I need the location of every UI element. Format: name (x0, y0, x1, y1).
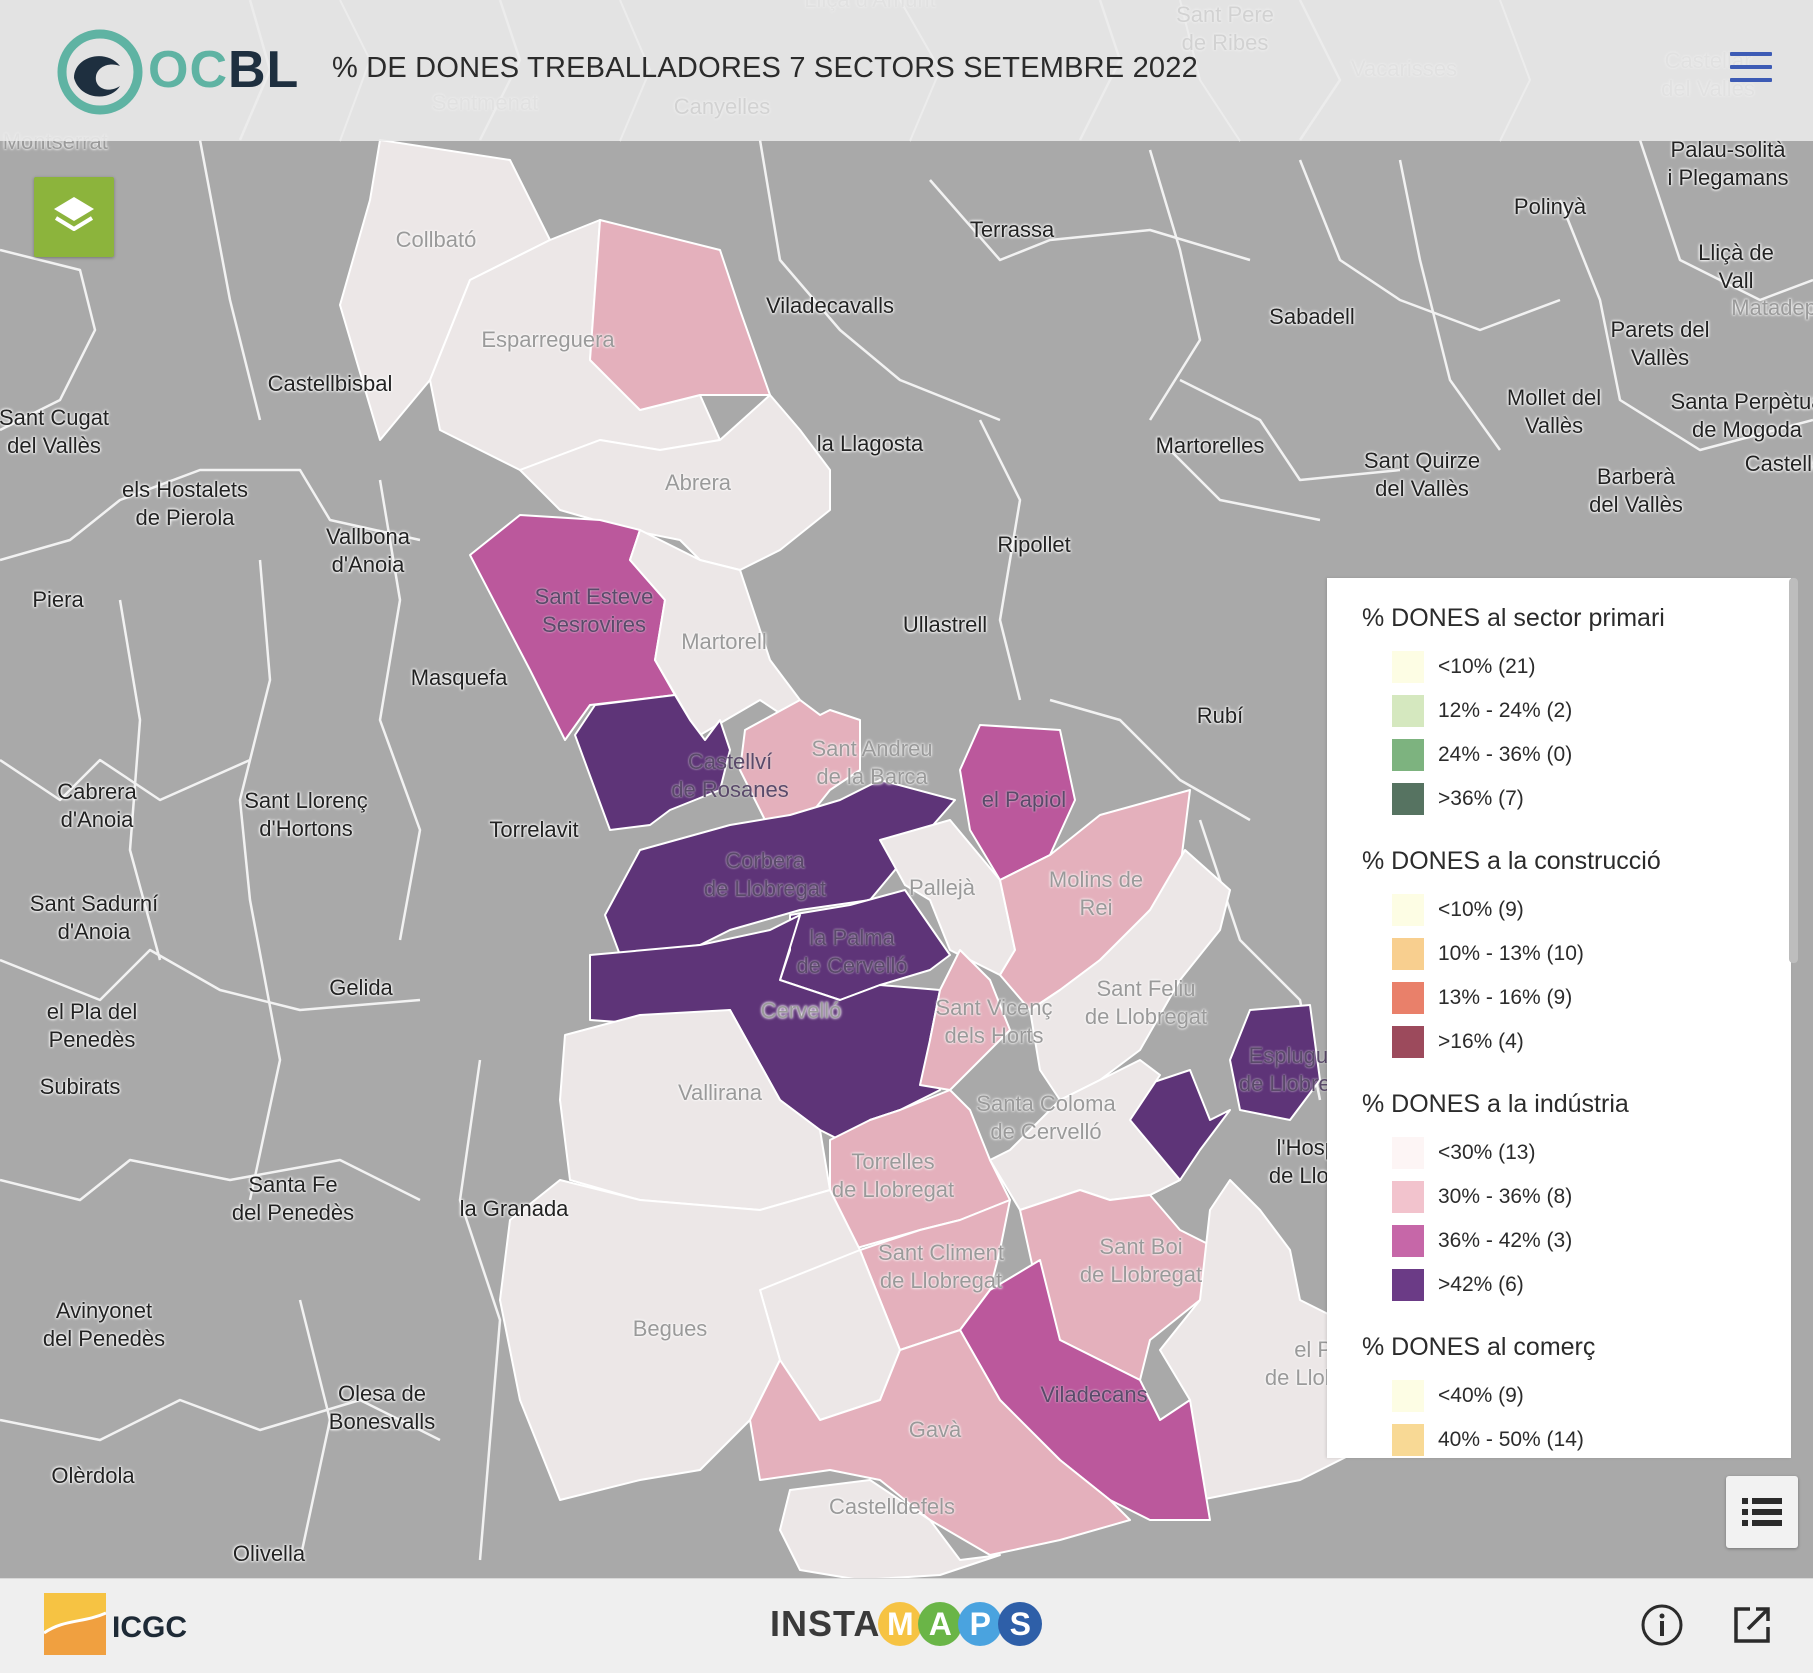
legend-swatch (1392, 783, 1424, 815)
legend-group: % DONES al sector primari <10% (21) 12% - … (1327, 604, 1791, 821)
legend-item: <10% (21) (1362, 645, 1791, 689)
legend-item: >16% (4) (1362, 1020, 1791, 1064)
layers-icon (54, 197, 94, 231)
legend-item-label: >36% (7) (1438, 787, 1524, 810)
legend-swatch (1392, 1026, 1424, 1058)
instamaps-logo: INSTA M A P S (770, 1599, 1043, 1649)
legend-scrollbar[interactable] (1789, 578, 1798, 963)
legend-swatch (1392, 894, 1424, 926)
logo-text-oc: OC (148, 41, 228, 99)
legend-item: 24% - 36% (0) (1362, 733, 1791, 777)
list-icon (1742, 1498, 1782, 1526)
legend-item: 30% - 36% (8) (1362, 1175, 1791, 1219)
layers-button[interactable] (34, 177, 114, 257)
menu-hamburger-icon[interactable] (1730, 52, 1772, 86)
icgc-text: ICGC (112, 1611, 187, 1644)
instamaps-word: INSTA (770, 1603, 881, 1644)
legend-swatch (1392, 1181, 1424, 1213)
legend-item-label: >16% (4) (1438, 1030, 1524, 1053)
legend-panel[interactable]: % DONES al sector primari <10% (21) 12% - … (1327, 578, 1791, 1458)
legend-item-label: 10% - 13% (10) (1438, 942, 1584, 965)
legend-item-label: 13% - 16% (9) (1438, 986, 1573, 1009)
legend-item: 36% - 42% (3) (1362, 1219, 1791, 1263)
legend-item: 12% - 24% (2) (1362, 689, 1791, 733)
legend-group-title: % DONES al sector primari (1362, 604, 1665, 632)
icgc-logo-icon (44, 1593, 106, 1655)
legend-item: 13% - 16% (9) (1362, 976, 1791, 1020)
legend-item-label: <10% (9) (1438, 898, 1524, 921)
legend-swatch (1392, 1380, 1424, 1412)
legend-item-label: >42% (6) (1438, 1273, 1524, 1296)
legend-swatch (1392, 695, 1424, 727)
legend-item: >42% (6) (1362, 1263, 1791, 1307)
info-icon[interactable] (1640, 1603, 1684, 1647)
legend-item-label: 24% - 36% (0) (1438, 743, 1573, 766)
legend-item-label: 30% - 36% (8) (1438, 1185, 1573, 1208)
instamaps-letter-p: P (958, 1602, 1003, 1646)
legend-item: <10% (9) (1362, 888, 1791, 932)
instamaps-letter-s: S (998, 1602, 1043, 1646)
legend-item-label: <40% (9) (1438, 1384, 1524, 1407)
legend-swatch (1392, 739, 1424, 771)
app-footer: ICGC INSTA M A P S (0, 1578, 1813, 1673)
legend-item: <30% (13) (1362, 1131, 1791, 1175)
legend-group: % DONES al comerç <40% (9) 40% - 50% (14) (1327, 1333, 1791, 1458)
legend-swatch (1392, 1225, 1424, 1257)
legend-item: 40% - 50% (14) (1362, 1418, 1791, 1458)
legend-group: % DONES a la indústria <30% (13) 30% - 36%… (1327, 1090, 1791, 1307)
legend-item-label: 40% - 50% (14) (1438, 1428, 1584, 1451)
legend-group-title: % DONES al comerç (1362, 1333, 1596, 1361)
legend-toggle-button[interactable] (1726, 1476, 1798, 1548)
logo-text: OCBL (148, 40, 299, 100)
legend-item-label: <10% (21) (1438, 655, 1536, 678)
legend-swatch (1392, 651, 1424, 683)
ocbl-logo-icon (57, 29, 143, 115)
legend-group: % DONES a la construcció <10% (9) 10% - 13… (1327, 847, 1791, 1064)
legend-item-label: <30% (13) (1438, 1141, 1536, 1164)
instamaps-letter-a: A (918, 1602, 963, 1646)
legend-swatch (1392, 1269, 1424, 1301)
map-title: % DE DONES TREBALLADORES 7 SECTORS SETEM… (332, 52, 1198, 84)
legend-swatch (1392, 982, 1424, 1014)
legend-swatch (1392, 1137, 1424, 1169)
app-header: OCBL % DE DONES TREBALLADORES 7 SECTORS … (0, 0, 1813, 141)
legend-item: 10% - 13% (10) (1362, 932, 1791, 976)
legend-group-title: % DONES a la indústria (1362, 1090, 1629, 1118)
legend-swatch (1392, 938, 1424, 970)
legend-swatch (1392, 1424, 1424, 1456)
open-external-icon[interactable] (1730, 1603, 1774, 1647)
logo-text-bl: BL (228, 41, 300, 99)
legend-item-label: 36% - 42% (3) (1438, 1229, 1573, 1252)
legend-group-title: % DONES a la construcció (1362, 847, 1661, 875)
legend-item: >36% (7) (1362, 777, 1791, 821)
instamaps-letter-m: M (878, 1602, 923, 1646)
legend-item-label: 12% - 24% (2) (1438, 699, 1573, 722)
legend-item: <40% (9) (1362, 1374, 1791, 1418)
